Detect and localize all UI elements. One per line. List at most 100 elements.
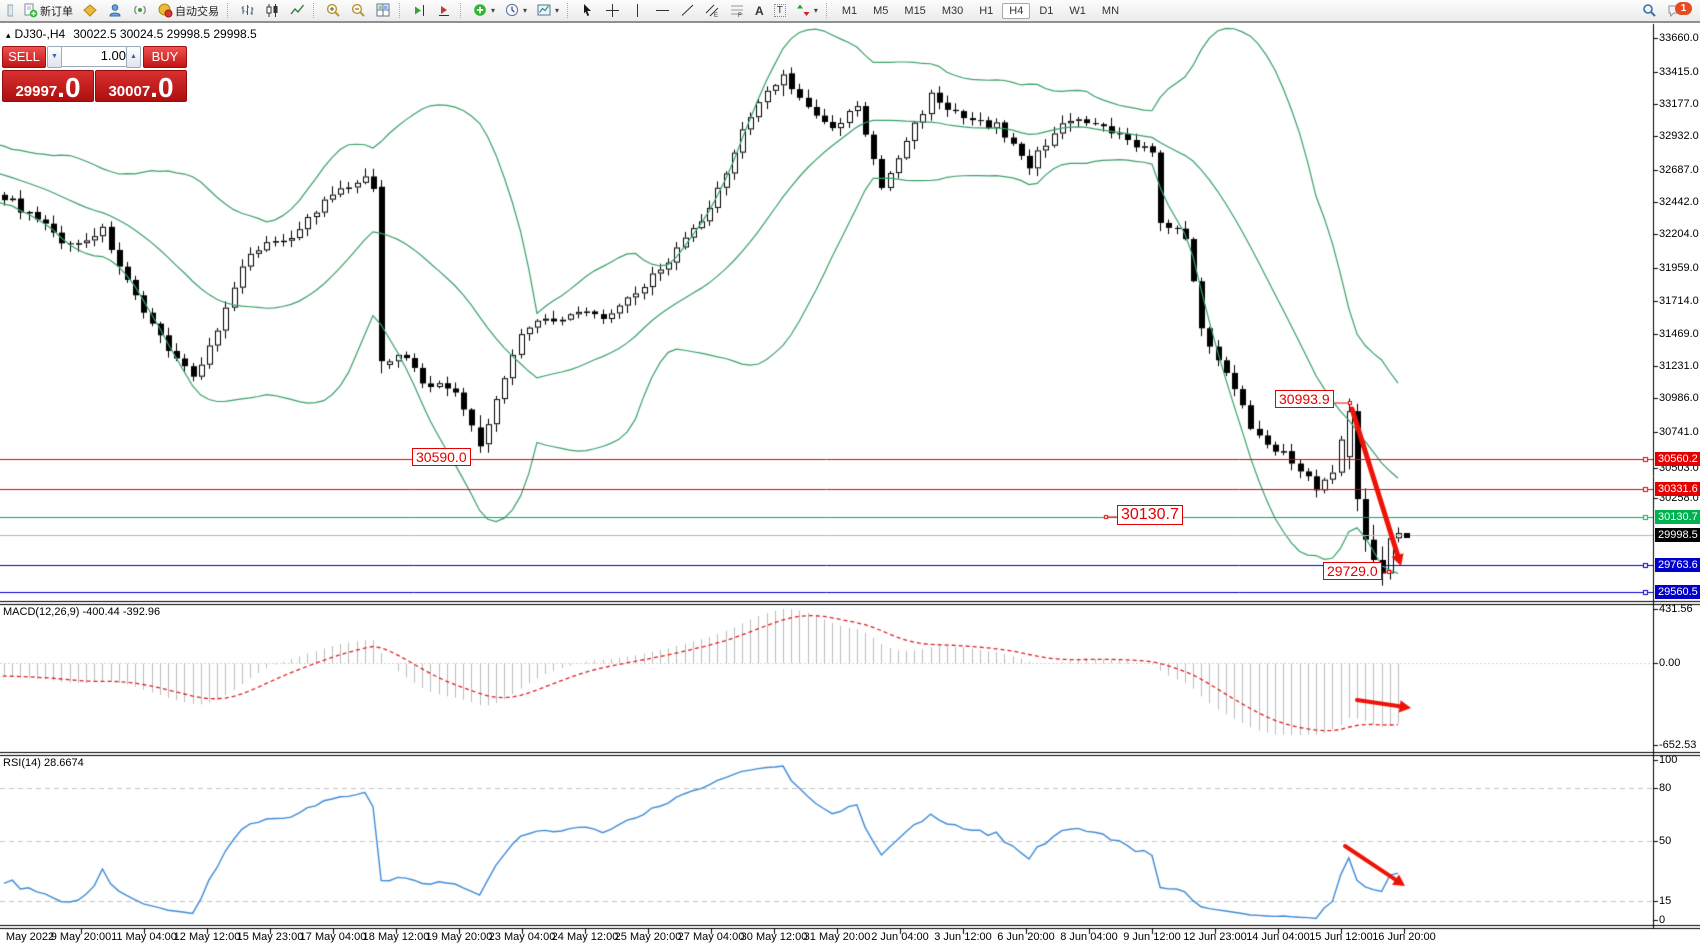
- toolbar-separator: [825, 3, 831, 18]
- timeframe-M5[interactable]: M5: [873, 4, 889, 17]
- sell-price-panel[interactable]: 29997.0: [2, 70, 94, 102]
- volume-decrease-button[interactable]: ▼: [47, 46, 62, 68]
- toolbar-separator: [460, 3, 465, 18]
- crosshair-button[interactable]: [601, 1, 624, 21]
- search-button[interactable]: [1638, 1, 1661, 21]
- auto-scroll-button[interactable]: [433, 1, 456, 21]
- notifications-button[interactable]: 1: [1663, 1, 1692, 21]
- cursor-icon: [580, 3, 595, 18]
- tile-windows-button[interactable]: [372, 1, 395, 21]
- vertical-line-button[interactable]: [626, 1, 649, 21]
- timeframe-W1[interactable]: W1: [1069, 4, 1086, 17]
- templates-icon: [537, 3, 552, 18]
- metaeditor-button[interactable]: [79, 1, 102, 21]
- new-order-icon: [23, 3, 38, 18]
- toolbar-separator: [313, 3, 318, 18]
- line-chart-button[interactable]: [286, 1, 309, 21]
- terminal-button[interactable]: [104, 1, 127, 21]
- toolbar-separator: [399, 3, 404, 18]
- autotrading-button[interactable]: 自动交易: [154, 1, 223, 21]
- one-click-trading-widget: SELL ▼ 1.00 ▲ BUY 29997.0 30007.0: [2, 45, 200, 102]
- svg-text:E: E: [714, 13, 718, 18]
- toolbar-buttons: 新订单 自动交易 ▾ ▾ ▾ E F A T ▾ M1 M5 M15 M30 H1 H4 D1 W1 MN: [0, 0, 1127, 21]
- toolbar-separator: [227, 3, 232, 18]
- indicators-icon: [473, 3, 488, 18]
- text-icon: A: [755, 3, 764, 18]
- chart-shift-icon: [412, 3, 427, 18]
- tile-windows-icon: [376, 3, 391, 18]
- bar-chart-button[interactable]: [236, 1, 259, 21]
- zoom-out-button[interactable]: [347, 1, 370, 21]
- chevron-down-icon: ▾: [491, 6, 496, 15]
- buy-price-main: 30007: [108, 83, 151, 100]
- text-label-icon: T: [773, 4, 786, 17]
- equidistant-channel-button[interactable]: E: [701, 1, 724, 21]
- arrows-icon: [796, 3, 811, 18]
- new-order-button[interactable]: 新订单: [19, 1, 77, 21]
- line-chart-icon: [290, 3, 305, 18]
- vertical-line-icon: [630, 3, 645, 18]
- periods-button[interactable]: ▾: [501, 1, 531, 21]
- toolbar-button-label: 新订单: [40, 5, 73, 18]
- toolbar-button-label: 自动交易: [175, 5, 219, 18]
- timeframe-MN[interactable]: MN: [1101, 4, 1120, 17]
- timeframe-M1[interactable]: M1: [841, 4, 858, 17]
- fibonacci-icon: F: [730, 3, 745, 18]
- price-label-flag[interactable]: 30590.0: [412, 448, 471, 467]
- candlestick-icon: [265, 3, 280, 18]
- trendline-button[interactable]: [676, 1, 699, 21]
- timeframe-H4[interactable]: H4: [1002, 2, 1031, 19]
- price-label-flag[interactable]: 30993.9: [1275, 390, 1334, 409]
- buy-price-panel[interactable]: 30007.0: [95, 70, 187, 102]
- zoom-in-icon: [326, 3, 341, 18]
- indicators-button[interactable]: ▾: [469, 1, 499, 21]
- sell-price-pip: .0: [57, 72, 81, 103]
- toolbar-right: 1: [1637, 0, 1695, 21]
- auto-scroll-icon: [437, 3, 452, 18]
- text-button[interactable]: A: [751, 1, 768, 21]
- price-label-flag[interactable]: 30130.7: [1117, 505, 1183, 526]
- chevron-down-icon: ▾: [523, 6, 528, 15]
- cursor-button[interactable]: [576, 1, 599, 21]
- timeframe-M15[interactable]: M15: [904, 4, 926, 17]
- zoom-in-button[interactable]: [322, 1, 345, 21]
- equidistant-channel-icon: E: [705, 3, 720, 18]
- chart-shift-button[interactable]: [408, 1, 431, 21]
- bar-chart-icon: [240, 3, 255, 18]
- sell-button[interactable]: SELL: [2, 46, 46, 68]
- price-label-flag[interactable]: 29729.0: [1323, 562, 1382, 581]
- horizontal-line-button[interactable]: [651, 1, 674, 21]
- templates-button[interactable]: ▾: [533, 1, 563, 21]
- timeframe-H1[interactable]: H1: [979, 4, 994, 17]
- arrows-button[interactable]: ▾: [792, 1, 822, 21]
- text-label-button[interactable]: T: [770, 1, 790, 21]
- chevron-down-icon: ▾: [555, 6, 560, 15]
- notification-badge: 1: [1675, 1, 1692, 15]
- candlestick-button[interactable]: [261, 1, 284, 21]
- strategy-tester-button[interactable]: [129, 1, 152, 21]
- buy-button[interactable]: BUY: [143, 46, 187, 68]
- toolbar-separator: [567, 3, 572, 18]
- volume-input[interactable]: 1.00: [61, 46, 131, 67]
- chart-fragment-button[interactable]: [1, 1, 17, 21]
- toolbar: 新订单 自动交易 ▾ ▾ ▾ E F A T ▾ M1 M5 M15 M30 H1 H4 D1 W1 MN 1: [0, 0, 1700, 23]
- periods-icon: [505, 3, 520, 18]
- strategy-tester-icon: [133, 3, 148, 18]
- chevron-down-icon: ▾: [813, 6, 818, 15]
- sell-price-main: 29997: [15, 83, 58, 100]
- autotrading-icon: [158, 3, 173, 18]
- zoom-out-icon: [351, 3, 366, 18]
- metaeditor-icon: [83, 3, 98, 18]
- fibonacci-button[interactable]: F: [726, 1, 749, 21]
- crosshair-icon: [605, 3, 620, 18]
- timeframe-M30[interactable]: M30: [941, 4, 964, 17]
- chart-fragment-icon: [5, 3, 13, 18]
- volume-increase-button[interactable]: ▲: [126, 46, 141, 68]
- buy-price-pip: .0: [150, 72, 174, 103]
- terminal-icon: [108, 3, 123, 18]
- trendline-icon: [680, 3, 695, 18]
- svg-text:F: F: [738, 13, 742, 18]
- timeframe-D1[interactable]: D1: [1039, 4, 1054, 17]
